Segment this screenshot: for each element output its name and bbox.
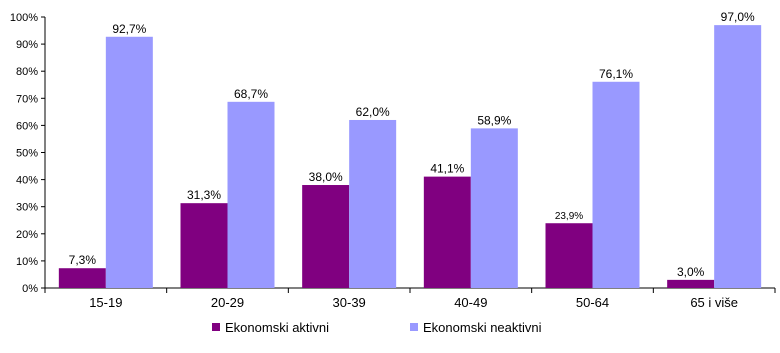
y-tick-label: 50% — [16, 148, 38, 160]
y-tick-label: 100% — [10, 12, 38, 24]
data-label: 31,3% — [187, 188, 221, 202]
bar-neaktivni — [349, 119, 397, 288]
bar-aktivni — [58, 268, 106, 288]
data-label: 76,1% — [599, 67, 633, 81]
x-tick-label: 40-49 — [454, 295, 487, 310]
data-label: 62,0% — [356, 105, 390, 119]
bar-neaktivni — [105, 36, 153, 288]
y-tick-label: 70% — [16, 93, 38, 105]
data-label: 23,9% — [555, 211, 583, 222]
bar-aktivni — [667, 279, 715, 288]
x-tick-label: 20-29 — [211, 295, 244, 310]
y-tick-label: 0% — [22, 283, 38, 295]
legend-label: Ekonomski neaktivni — [423, 320, 542, 335]
y-tick-label: 10% — [16, 256, 38, 268]
x-tick-label: 50-64 — [576, 295, 609, 310]
legend-swatch — [410, 323, 418, 331]
bar-aktivni — [180, 203, 228, 288]
y-tick-label: 90% — [16, 39, 38, 51]
bar-neaktivni — [592, 81, 640, 288]
x-tick-label: 30-39 — [333, 295, 366, 310]
data-label: 41,1% — [430, 162, 464, 176]
legend-swatch — [212, 323, 220, 331]
x-tick-label: 65 i više — [690, 295, 738, 310]
y-tick-label: 80% — [16, 66, 38, 78]
bar-neaktivni — [714, 25, 762, 288]
y-tick-label: 60% — [16, 120, 38, 132]
y-tick-label: 20% — [16, 229, 38, 241]
data-label: 97,0% — [721, 10, 755, 24]
bar-neaktivni — [470, 128, 518, 288]
data-label: 68,7% — [234, 87, 268, 101]
bar-aktivni — [302, 185, 350, 288]
x-tick-label: 15-19 — [89, 295, 122, 310]
data-label: 7,3% — [69, 253, 97, 267]
bar-neaktivni — [227, 101, 275, 288]
data-label: 92,7% — [112, 22, 146, 36]
bar-aktivni — [545, 223, 593, 288]
y-tick-label: 40% — [16, 175, 38, 187]
data-label: 38,0% — [309, 170, 343, 184]
data-label: 3,0% — [677, 265, 705, 279]
bar-aktivni — [423, 176, 471, 288]
y-tick-label: 30% — [16, 202, 38, 214]
legend-label: Ekonomski aktivni — [225, 320, 329, 335]
data-label: 58,9% — [477, 113, 511, 127]
